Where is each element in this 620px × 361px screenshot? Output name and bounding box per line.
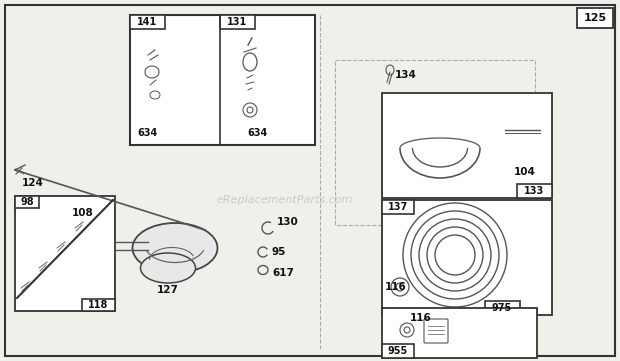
Text: 130: 130: [277, 217, 299, 227]
Text: 634: 634: [248, 128, 268, 138]
Text: 108: 108: [72, 208, 94, 218]
Bar: [382, 93, 552, 198]
Text: 124: 124: [22, 178, 44, 188]
Bar: [82, 299, 115, 311]
Text: 134: 134: [395, 70, 417, 80]
Text: 116: 116: [385, 282, 407, 292]
Text: 955: 955: [388, 346, 408, 356]
Text: 141: 141: [137, 17, 157, 27]
Text: 98: 98: [20, 197, 34, 207]
Text: 118: 118: [88, 300, 108, 310]
Bar: [382, 308, 537, 358]
Text: 133: 133: [524, 186, 544, 196]
Bar: [382, 200, 414, 214]
Bar: [15, 196, 115, 311]
Bar: [382, 344, 414, 358]
Bar: [485, 301, 520, 315]
Text: 95: 95: [272, 247, 286, 257]
Bar: [335, 60, 535, 225]
Bar: [220, 15, 255, 29]
Bar: [577, 8, 613, 28]
Text: 634: 634: [138, 128, 158, 138]
Text: 131: 131: [227, 17, 247, 27]
Ellipse shape: [133, 223, 218, 273]
Text: 975: 975: [492, 303, 512, 313]
Bar: [130, 15, 315, 145]
Text: 125: 125: [583, 13, 606, 23]
Text: 137: 137: [388, 202, 408, 212]
Text: 104: 104: [514, 167, 536, 177]
Bar: [382, 200, 552, 315]
Text: 116: 116: [410, 313, 432, 323]
Text: 617: 617: [272, 268, 294, 278]
Bar: [517, 184, 552, 198]
Ellipse shape: [141, 253, 195, 283]
Bar: [15, 196, 39, 208]
Bar: [130, 15, 165, 29]
Text: eReplacementParts.com: eReplacementParts.com: [217, 195, 353, 205]
Text: 127: 127: [157, 285, 179, 295]
